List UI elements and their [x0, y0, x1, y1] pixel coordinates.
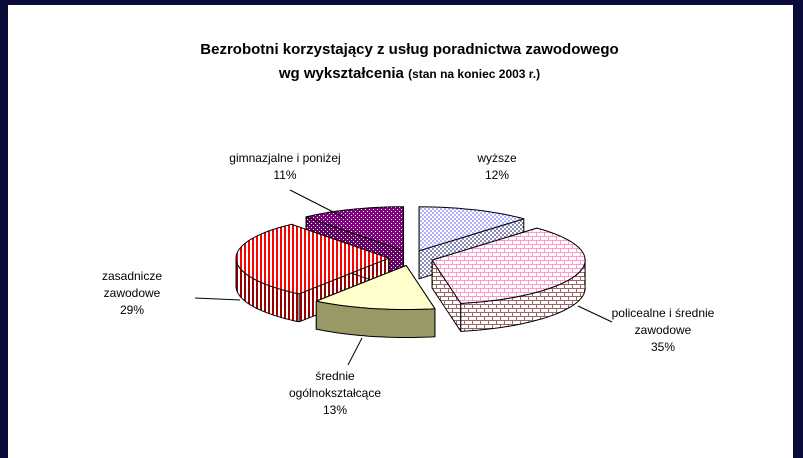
value-label: 29%	[119, 303, 145, 317]
slice	[431, 227, 586, 332]
category-label: policealne i średnie zawodowe	[611, 306, 715, 337]
category-label: wyższe	[477, 151, 517, 165]
slice	[418, 206, 525, 252]
slice	[235, 223, 390, 295]
leader-line	[194, 297, 241, 301]
category-label: zasadnicze zawodowe	[101, 269, 163, 300]
category-label: średnie ogólnokształcące	[288, 369, 382, 400]
leader-line	[289, 189, 346, 219]
slice	[431, 227, 586, 304]
chart-subtitle-line: wg wykształcenia (stan na koniec 2003 r.…	[8, 65, 803, 82]
slice-label: średnie ogólnokształcące 13%	[283, 368, 388, 419]
chart-note: (stan na koniec 2003 r.)	[408, 67, 541, 81]
slice-label: wyższe 12%	[437, 150, 557, 184]
slice-label: zasadnicze zawodowe 29%	[92, 268, 172, 319]
value-label: 11%	[273, 168, 297, 182]
category-label: gimnazjalne i poniżej	[229, 151, 341, 165]
leader-line	[577, 305, 613, 323]
chart-title: Bezrobotni korzystający z usług poradnic…	[200, 41, 619, 58]
value-label: 35%	[650, 340, 676, 354]
slice	[315, 265, 436, 310]
value-label: 12%	[484, 168, 510, 182]
slice-label: gimnazjalne i poniżej 11%	[185, 150, 385, 184]
slice-label: policealne i średnie zawodowe 35%	[598, 305, 728, 356]
value-label: 13%	[322, 403, 348, 417]
slice	[305, 206, 404, 252]
slice	[315, 265, 436, 338]
chart-subtitle: wg wykształcenia	[278, 65, 404, 82]
leader-line	[347, 337, 363, 366]
